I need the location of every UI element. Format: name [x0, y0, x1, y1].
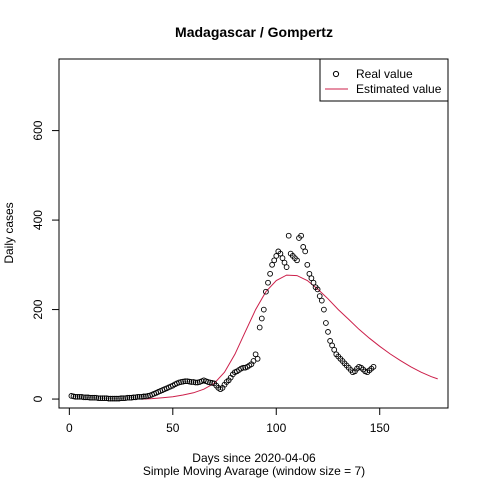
real-value-point [136, 393, 143, 400]
real-value-point [294, 257, 300, 264]
real-value-point [134, 393, 141, 400]
real-value-point [271, 257, 278, 264]
real-value-point [258, 315, 265, 322]
real-value-point [281, 259, 288, 266]
real-value-point [95, 395, 102, 402]
real-value-point [267, 270, 273, 277]
real-value-point [260, 306, 267, 313]
real-value-point [80, 394, 87, 401]
real-value-point [285, 232, 292, 239]
x-axis-sublabel: Simple Moving Avarage (window size = 7) [143, 464, 365, 478]
x-tick-label: 150 [370, 421, 390, 435]
real-value-point [308, 275, 315, 282]
real-value-point [83, 394, 89, 401]
real-value-point [331, 346, 338, 353]
real-value-point [91, 394, 98, 401]
real-value-point [192, 379, 199, 386]
real-value-point [107, 395, 114, 402]
y-tick-label: 600 [31, 120, 45, 140]
y-tick-label: 0 [31, 395, 45, 402]
real-value-point [74, 393, 81, 400]
real-value-point [116, 395, 122, 402]
real-value-point [103, 395, 110, 402]
real-value-point [180, 378, 186, 385]
real-value-point [370, 363, 377, 370]
real-value-point [256, 324, 263, 331]
legend: Real value Estimated value [319, 58, 449, 102]
chart-title: Madagascar / Gompertz [175, 24, 333, 40]
real-value-point [283, 264, 290, 270]
real-value-point [325, 329, 331, 335]
y-tick-label: 200 [31, 299, 45, 319]
real-value-point [273, 253, 280, 259]
real-value-point [99, 395, 106, 402]
real-value-point [120, 395, 126, 402]
real-value-point [97, 395, 104, 402]
real-value-point [124, 394, 131, 401]
real-value-point [279, 255, 286, 261]
axes-layer: 0 50 100 150 0 200 400 600 [31, 120, 390, 435]
real-value-point [87, 394, 93, 401]
legend-estimated-label: Estimated value [356, 82, 442, 96]
real-value-point [263, 288, 269, 295]
real-value-point [112, 395, 118, 402]
real-value-point [140, 393, 147, 400]
real-value-point [109, 395, 116, 402]
real-value-point [304, 261, 311, 268]
real-value-point [114, 395, 120, 402]
real-value-point [310, 279, 317, 286]
real-value-point [101, 395, 108, 402]
real-value-point [105, 395, 112, 402]
x-tick-label: 50 [166, 421, 180, 435]
real-value-point [254, 355, 261, 362]
real-value-point [277, 250, 284, 257]
y-axis-label: Daily cases [2, 202, 16, 263]
real-value-point [252, 351, 259, 358]
real-value-point [314, 286, 321, 293]
real-value-point [316, 293, 323, 299]
real-value-point [298, 232, 304, 239]
real-value-point [323, 320, 329, 326]
real-value-point [128, 394, 135, 401]
real-value-point [126, 394, 133, 401]
real-value-point [76, 393, 83, 400]
real-value-point [269, 261, 275, 268]
real-value-point [72, 393, 79, 400]
data-layer [68, 232, 438, 402]
real-value-point [240, 364, 247, 371]
real-value-point [118, 395, 124, 402]
plot-frame [58, 58, 449, 409]
real-value-point [182, 378, 189, 385]
real-value-point [321, 306, 327, 313]
x-tick-label: 100 [266, 421, 286, 435]
real-value-point [184, 378, 191, 385]
legend-real-marker [332, 70, 340, 78]
real-value-point [70, 393, 77, 400]
real-value-point [318, 297, 325, 304]
estimated-value-line [141, 274, 438, 400]
real-value-point [302, 248, 309, 255]
legend-real-label: Real value [356, 67, 413, 81]
real-value-point [300, 244, 307, 250]
real-value-point [89, 394, 95, 401]
real-value-point [207, 379, 213, 386]
x-axis-label: Days since 2020-04-06 [192, 451, 316, 465]
real-value-point [130, 394, 137, 401]
real-value-point [329, 342, 335, 349]
y-tick-label: 400 [31, 210, 45, 230]
legend-box [319, 58, 449, 102]
real-value-point [327, 338, 333, 344]
x-tick-label: 0 [66, 421, 73, 435]
real-value-point [188, 379, 195, 385]
real-value-point [265, 279, 271, 286]
